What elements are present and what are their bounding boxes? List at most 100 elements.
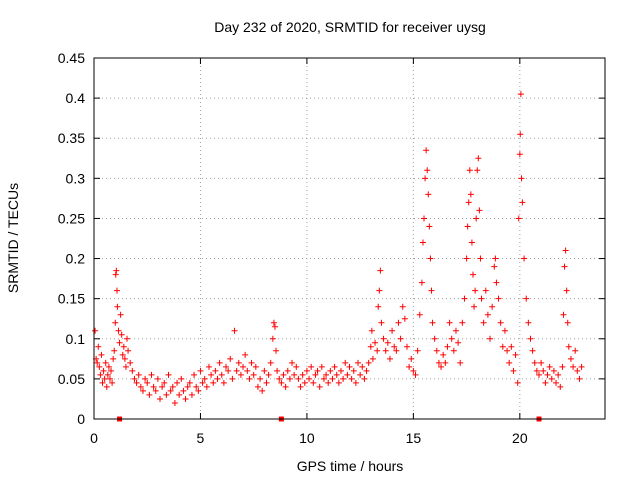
data-point [348, 375, 355, 382]
data-point [452, 327, 459, 334]
data-point [231, 327, 238, 334]
data-point [564, 319, 571, 326]
data-point [106, 375, 113, 382]
data-point [237, 371, 244, 378]
plot-frame [93, 57, 606, 420]
data-point [463, 255, 470, 262]
data-point [318, 363, 325, 370]
data-point [286, 375, 293, 382]
data-point [131, 375, 138, 382]
data-point [450, 347, 457, 354]
data-point [250, 371, 257, 378]
data-point [108, 367, 115, 374]
data-point [576, 375, 583, 382]
data-point [468, 239, 475, 246]
data-point [148, 371, 155, 378]
data-point [395, 319, 402, 326]
data-point [535, 371, 542, 378]
data-point [116, 339, 123, 346]
data-point [435, 359, 442, 366]
data-point [191, 371, 198, 378]
data-point [112, 319, 119, 326]
data-point [121, 355, 128, 362]
data-point [312, 371, 319, 378]
data-point [316, 383, 323, 390]
data-point [399, 303, 406, 310]
data-point [429, 319, 436, 326]
data-point [376, 287, 383, 294]
y-axis-label: SRMTID / TECUs [5, 183, 21, 293]
data-point [152, 387, 159, 394]
data-point [216, 359, 223, 366]
data-point [342, 359, 349, 366]
data-point [425, 191, 432, 198]
data-point [310, 379, 317, 386]
data-point [440, 351, 447, 358]
data-point [269, 335, 276, 342]
data-point [391, 343, 398, 350]
data-point [199, 379, 206, 386]
data-point [397, 335, 404, 342]
data-point [120, 343, 127, 350]
data-point [154, 375, 161, 382]
x-tick-label: 5 [197, 430, 205, 446]
data-point [480, 319, 487, 326]
data-point [325, 379, 332, 386]
data-point [102, 359, 109, 366]
data-point [320, 375, 327, 382]
data-point [329, 375, 336, 382]
data-point [331, 363, 338, 370]
data-points [92, 91, 585, 406]
data-point [340, 375, 347, 382]
data-point [210, 379, 217, 386]
x-tick-label: 15 [406, 430, 422, 446]
data-point [562, 247, 569, 254]
data-point [195, 387, 202, 394]
data-point [477, 255, 484, 262]
data-point [246, 375, 253, 382]
data-point [408, 355, 415, 362]
data-point [335, 379, 342, 386]
data-point [98, 351, 105, 358]
data-point [295, 375, 302, 382]
data-point [473, 215, 480, 222]
data-point [125, 347, 132, 354]
data-point [157, 395, 164, 402]
data-point [401, 315, 408, 322]
data-point [223, 363, 230, 370]
data-point [557, 383, 564, 390]
data-point [378, 319, 385, 326]
data-point [368, 327, 375, 334]
data-point [122, 363, 129, 370]
data-point [386, 355, 393, 362]
data-point [161, 379, 168, 386]
x-tick-label: 10 [299, 430, 315, 446]
y-axis-ticks: 0 0.05 0.1 0.15 0.2 0.25 0.3 0.35 0.4 0.45 [58, 50, 605, 427]
data-point [308, 363, 315, 370]
data-point [129, 367, 136, 374]
data-point [461, 295, 468, 302]
data-point [117, 311, 124, 318]
data-point [393, 347, 400, 354]
data-point [501, 327, 508, 334]
data-point [403, 343, 410, 350]
data-point [491, 263, 498, 270]
data-point [110, 355, 117, 362]
y-tick-label: 0.25 [58, 210, 85, 226]
data-point [410, 367, 417, 374]
data-point [506, 359, 513, 366]
data-point [94, 359, 101, 366]
data-point [115, 327, 122, 334]
y-tick-label: 0.2 [66, 251, 86, 267]
data-point [167, 387, 174, 394]
data-point [174, 379, 181, 386]
data-point [457, 359, 464, 366]
data-point [284, 367, 291, 374]
data-point [455, 339, 462, 346]
data-point [225, 367, 232, 374]
data-point [516, 151, 523, 158]
data-point [365, 359, 372, 366]
data-point [193, 383, 200, 390]
y-tick-label: 0.15 [58, 291, 85, 307]
data-point [240, 363, 247, 370]
